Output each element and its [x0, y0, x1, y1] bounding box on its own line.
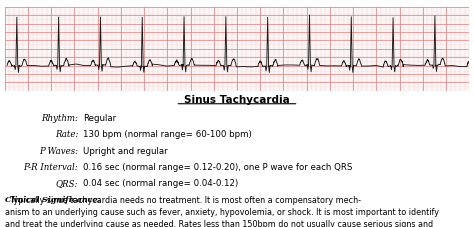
- Text: Regular: Regular: [83, 114, 116, 123]
- Text: 0.04 sec (normal range= 0.04-0.12): 0.04 sec (normal range= 0.04-0.12): [83, 179, 238, 188]
- Text: P-R Interval:: P-R Interval:: [24, 163, 78, 172]
- Text: Upright and regular: Upright and regular: [83, 147, 168, 156]
- Text: QRS:: QRS:: [56, 179, 78, 188]
- Text: Rhythm:: Rhythm:: [41, 114, 78, 123]
- Text: Sinus Tachycardia: Sinus Tachycardia: [184, 95, 290, 105]
- Text: Typically sinus tachycardia needs no treatment. It is most often a compensatory : Typically sinus tachycardia needs no tre…: [5, 196, 446, 227]
- Text: 0.16 sec (normal range= 0.12-0.20), one P wave for each QRS: 0.16 sec (normal range= 0.12-0.20), one …: [83, 163, 352, 172]
- Text: Clinical Significance:: Clinical Significance:: [5, 196, 100, 204]
- Text: Rate:: Rate:: [55, 130, 78, 139]
- Text: 130 bpm (normal range= 60-100 bpm): 130 bpm (normal range= 60-100 bpm): [83, 130, 252, 139]
- Text: P Waves:: P Waves:: [39, 147, 78, 156]
